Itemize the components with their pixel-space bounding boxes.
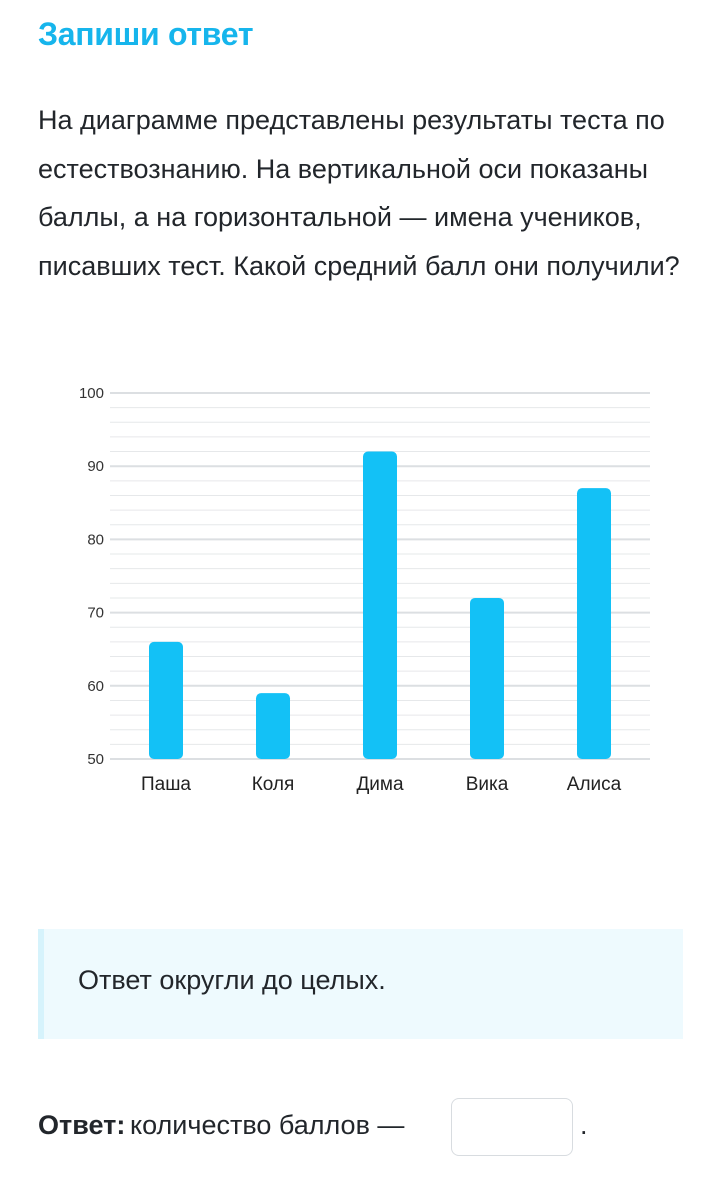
x-tick-label: Паша: [141, 774, 191, 795]
answer-row: Ответ: количество баллов — .: [38, 1098, 698, 1158]
y-tick-label: 80: [87, 531, 104, 548]
x-tick-label: Вика: [466, 774, 509, 795]
bar-2: [363, 451, 397, 759]
answer-suffix: .: [580, 1110, 588, 1140]
x-tick-label: Дима: [356, 774, 404, 795]
answer-label: Ответ:: [38, 1110, 126, 1140]
bar-3: [470, 597, 504, 759]
bar-1: [256, 693, 290, 759]
hint-text: Ответ округли до целых.: [78, 965, 386, 995]
x-tick-label: Коля: [252, 774, 295, 795]
x-tick-label: Алиса: [567, 774, 622, 795]
hint-box: Ответ округли до целых.: [38, 929, 683, 1039]
bar-4: [577, 488, 611, 759]
answer-input[interactable]: [451, 1098, 573, 1156]
chart-svg: 100 90 80 70 60 50 Паша Коля Дима Вика Алиса: [79, 385, 650, 795]
y-tick-label: 90: [87, 458, 104, 475]
y-tick-label: 100: [79, 385, 104, 402]
page-title: Запиши ответ: [38, 16, 254, 52]
y-tick-label: 60: [87, 678, 104, 695]
answer-text: количество баллов —: [130, 1110, 405, 1140]
question-text: На диаграмме представлены результаты тес…: [38, 105, 680, 281]
y-tick-label: 70: [87, 605, 104, 622]
bar-0: [149, 641, 183, 759]
y-tick-label: 50: [87, 751, 104, 768]
bar-chart: 100 90 80 70 60 50 Паша Коля Дима Вика Алиса: [60, 372, 660, 812]
